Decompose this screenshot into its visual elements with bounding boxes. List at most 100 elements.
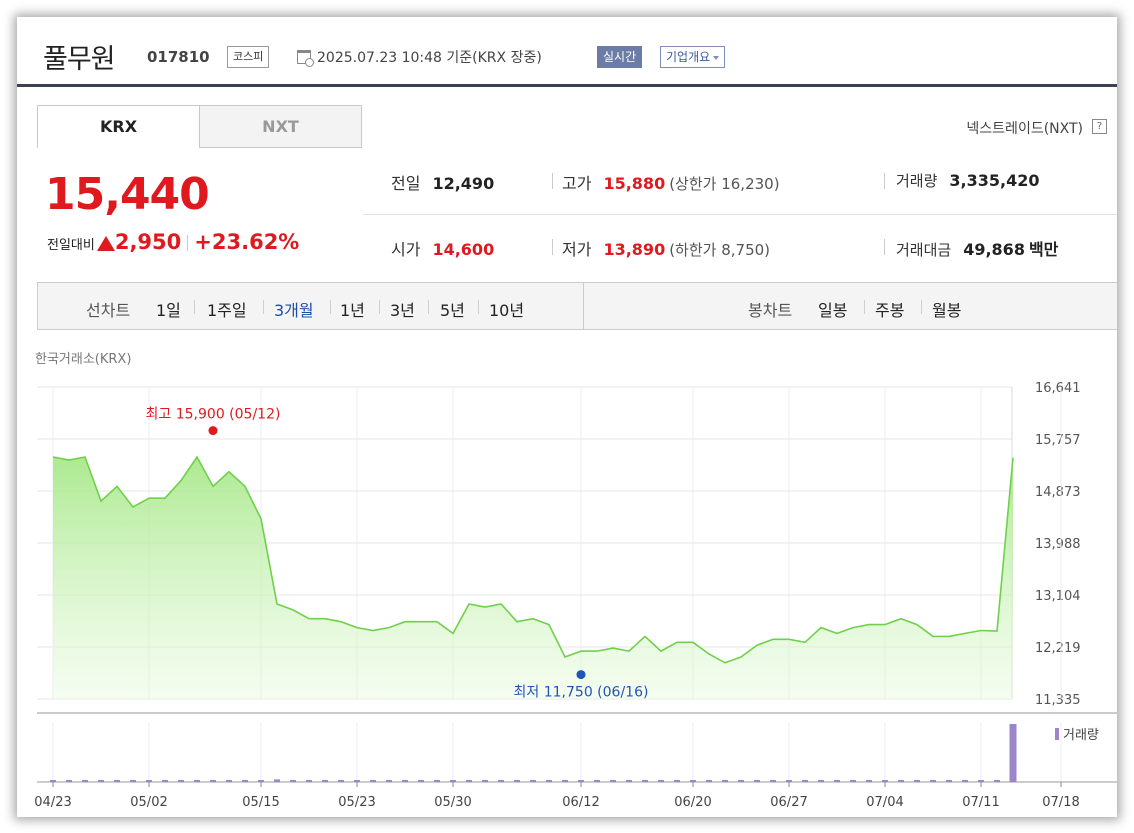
volume-bar — [370, 780, 376, 782]
nextrade-link[interactable]: 넥스트레이드(NXT) — [966, 121, 1083, 137]
up-triangle-icon — [96, 236, 115, 251]
stat-value: 12,490 — [432, 174, 495, 193]
period-10y[interactable]: 10년 — [489, 301, 525, 320]
period-3y[interactable]: 3년 — [390, 301, 415, 320]
calendar-clock-icon — [297, 50, 314, 67]
change-label: 전일대비 — [47, 238, 95, 253]
volume-bar — [418, 780, 424, 782]
stat-label: 전일 — [391, 174, 421, 193]
volume-bar — [274, 779, 280, 782]
period-1w[interactable]: 1주일 — [207, 301, 247, 320]
candle-monthly[interactable]: 월봉 — [932, 301, 962, 320]
volume-bar — [386, 780, 392, 782]
volume-bar — [866, 780, 872, 782]
stock-name[interactable]: 풀무원 — [43, 44, 116, 75]
volume-bar — [722, 780, 728, 782]
volume-bar — [754, 780, 760, 782]
y-tick-label: 13,104 — [1035, 589, 1081, 604]
volume-bar — [834, 780, 840, 782]
volume-bar — [306, 780, 312, 782]
period-1d[interactable]: 1일 — [156, 301, 181, 320]
x-tick-label: 04/23 — [34, 795, 71, 810]
x-tick-label: 05/30 — [434, 795, 471, 810]
stat-trade-amount: 거래대금 49,868 백만 — [896, 236, 1058, 260]
volume-bar — [226, 780, 232, 782]
divider — [263, 300, 264, 314]
stat-value: 49,868 — [963, 240, 1025, 259]
stat-value: 14,600 — [432, 240, 495, 259]
volume-bar — [674, 780, 680, 782]
volume-bar — [898, 780, 904, 782]
chart-period-bar: 선차트 1일 1주일 3개월 1년 3년 5년 10년 봉차트 일봉 주봉 월봉 — [37, 282, 1117, 330]
stat-label: 거래량 — [896, 172, 938, 190]
x-tick-label: 05/02 — [130, 795, 167, 810]
volume-bar — [466, 780, 472, 782]
stat-open: 시가 14,600 — [391, 236, 494, 260]
period-5y[interactable]: 5년 — [440, 301, 465, 320]
stat-value: 15,880 — [603, 174, 666, 193]
tab-krx[interactable]: KRX — [37, 105, 200, 148]
y-tick-label: 11,335 — [1035, 693, 1081, 708]
volume-bar — [258, 780, 264, 782]
period-3m[interactable]: 3개월 — [274, 301, 314, 320]
stat-volume: 거래량 3,335,420 — [896, 170, 1040, 191]
volume-bar — [402, 780, 408, 782]
period-1y[interactable]: 1년 — [340, 301, 365, 320]
y-tick-label: 13,988 — [1035, 537, 1081, 552]
divider — [379, 300, 380, 314]
volume-bar — [498, 780, 504, 782]
volume-bar — [530, 780, 536, 782]
lower-limit: (하한가 8,750) — [669, 241, 771, 259]
realtime-badge[interactable]: 실시간 — [597, 46, 643, 68]
stat-value: 13,890 — [603, 240, 666, 259]
volume-bar — [194, 780, 200, 782]
stat-label: 고가 — [562, 174, 592, 193]
x-tick-label: 05/23 — [338, 795, 375, 810]
price-chart[interactable]: 16,641 15,757 14,873 13,988 13,104 12,219 11,3… — [17, 17, 1117, 817]
change-percent: +23.62% — [194, 230, 300, 254]
volume-bar — [210, 780, 216, 782]
stat-label: 거래대금 — [896, 241, 952, 259]
volume-bar — [98, 780, 104, 782]
stat-label: 시가 — [391, 240, 421, 259]
volume-bar — [658, 780, 664, 782]
x-tick-label: 06/20 — [674, 795, 711, 810]
candle-daily[interactable]: 일봉 — [818, 301, 848, 320]
divider — [921, 300, 922, 314]
divider — [884, 239, 885, 255]
volume-bar — [594, 780, 600, 782]
volume-bar — [338, 780, 344, 782]
tab-nxt[interactable]: NXT — [199, 105, 362, 148]
stock-header: 풀무원 017810 코스피 2025.07.23 10:48 기준(KRX 장… — [17, 17, 1117, 87]
y-tick-label: 14,873 — [1035, 485, 1081, 500]
chart-source-label: 한국거래소(KRX) — [35, 352, 132, 367]
company-info-button[interactable]: 기업개요 — [660, 46, 726, 68]
volume-bar — [562, 780, 568, 782]
stat-high: 고가 15,880 (상한가 16,230) — [562, 170, 780, 194]
volume-bar — [786, 780, 792, 782]
volume-bar — [770, 780, 776, 782]
volume-legend-swatch — [1055, 728, 1059, 740]
candle-weekly[interactable]: 주봉 — [875, 301, 905, 320]
x-tick-label: 06/12 — [562, 795, 599, 810]
x-tick-label: 07/11 — [962, 795, 999, 810]
stats-divider — [363, 214, 1117, 215]
stat-value: 3,335,420 — [949, 171, 1040, 190]
stock-code: 017810 — [147, 48, 210, 66]
help-icon[interactable]: ? — [1092, 119, 1107, 134]
volume-bar — [322, 780, 328, 782]
current-price: 15,440 — [45, 169, 210, 220]
stat-prev-close: 전일 12,490 — [391, 170, 494, 194]
chevron-down-icon — [713, 55, 720, 60]
price-line — [52, 455, 1014, 664]
volume-bar — [818, 780, 824, 782]
low-label: 최저 11,750 (06/16) — [514, 685, 649, 701]
x-tick-label: 07/18 — [1042, 795, 1079, 810]
volume-bar — [610, 780, 616, 782]
x-tick-label: 06/27 — [770, 795, 807, 810]
divider — [552, 173, 553, 189]
volume-bar — [706, 780, 712, 782]
volume-bar — [642, 780, 648, 782]
candle-chart-label: 봉차트 — [748, 301, 793, 320]
volume-bar — [114, 780, 120, 782]
